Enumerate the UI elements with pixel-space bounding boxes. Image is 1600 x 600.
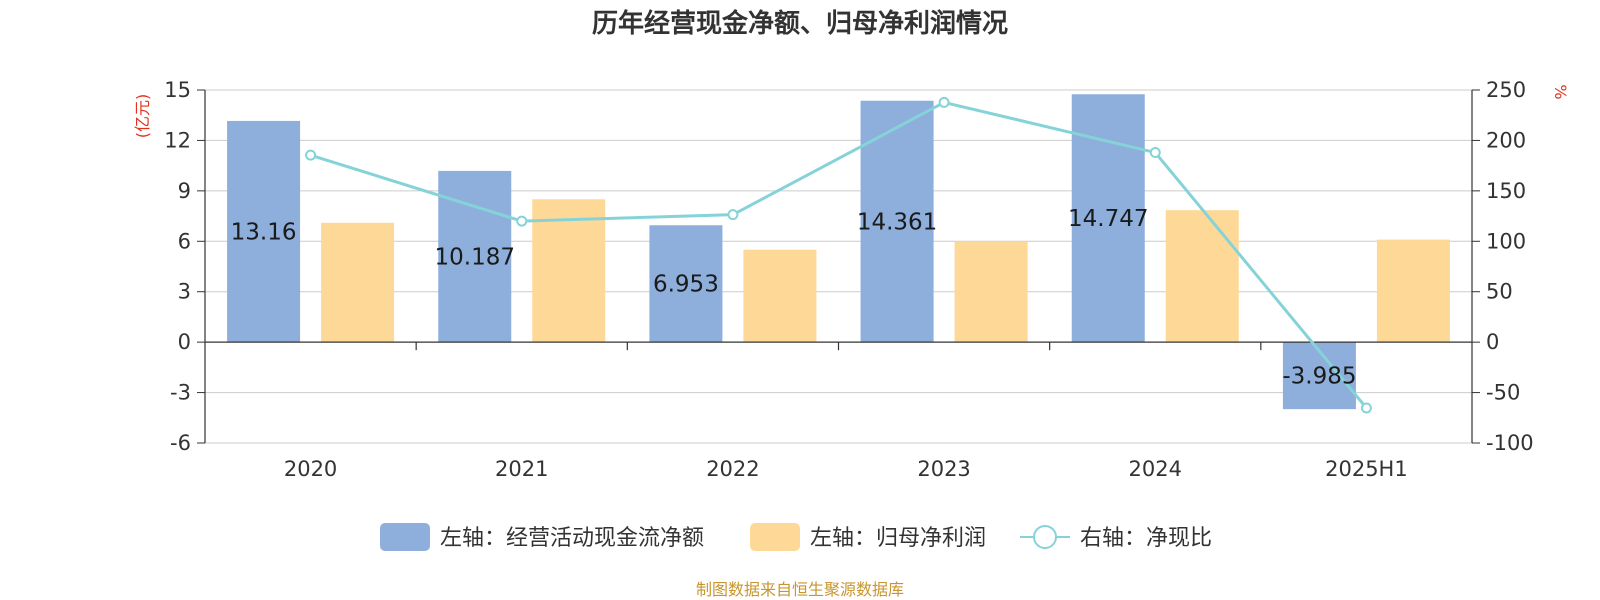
ratio-point	[516, 215, 528, 227]
right-axis-unit: %	[1551, 84, 1570, 99]
legend-label-cash-flow: 左轴：经营活动现金流净额	[440, 526, 704, 551]
left-tick-label: 0	[178, 330, 191, 354]
legend-label-net-profit: 左轴：归母净利润	[810, 526, 986, 551]
category-label: 2025H1	[1325, 457, 1408, 481]
cash-flow-data-label: 10.187	[435, 245, 515, 271]
category-label: 2022	[706, 457, 759, 481]
left-tick-label: -6	[170, 431, 191, 455]
bars	[227, 94, 1450, 410]
right-tick-label: -100	[1486, 431, 1534, 455]
legend-swatch-net-profit	[750, 523, 800, 551]
ratio-point	[305, 149, 317, 161]
net-profit-bar	[1376, 239, 1450, 343]
net-profit-bar	[954, 241, 1028, 343]
right-tick-label: 0	[1486, 330, 1499, 354]
left-tick-label: 3	[178, 280, 191, 304]
axes: 15 12 9 6 3 0 -3 -6 250 200 150 100 50 0 -50 -100 2020 20…	[164, 78, 1533, 481]
right-tick-label: 200	[1486, 128, 1526, 152]
category-label: 2020	[284, 457, 337, 481]
legend-label-ratio: 右轴：净现比	[1080, 526, 1212, 551]
legend-swatch-cash-flow	[380, 523, 430, 551]
chart-title: 历年经营现金净额、归母净利润情况	[592, 8, 1008, 39]
source-note: 制图数据来自恒生聚源数据库	[696, 580, 904, 599]
ratio-point	[938, 96, 950, 108]
data-labels: 13.16 10.187 6.953 14.361 14.747 -3.985	[231, 206, 1357, 389]
grid-lines	[205, 89, 1472, 444]
category-label: 2024	[1129, 457, 1182, 481]
right-tick-label: 100	[1486, 229, 1526, 253]
cash-flow-bar	[227, 120, 301, 343]
cash-flow-data-label: 14.747	[1068, 206, 1148, 232]
cash-flow-bar	[649, 225, 723, 343]
cash-flow-data-label: 6.953	[653, 272, 719, 298]
ratio-line-path	[310, 100, 1368, 409]
left-tick-label: 6	[178, 229, 191, 253]
cash-flow-data-label: 13.16	[231, 220, 297, 246]
left-tick-label: 12	[164, 128, 191, 152]
net-profit-bar	[321, 222, 395, 343]
left-axis-unit: (亿元)	[133, 94, 152, 139]
category-label: 2021	[495, 457, 548, 481]
ratio-point	[727, 209, 739, 221]
cash-flow-data-label: 14.361	[857, 209, 937, 235]
ratio-point	[1149, 147, 1161, 159]
right-tick-label: 250	[1486, 78, 1526, 102]
legend-marker-ratio	[1033, 525, 1057, 549]
left-tick-label: -3	[170, 381, 191, 405]
legend: 左轴：经营活动现金流净额 左轴：归母净利润 右轴：净现比	[380, 523, 1212, 551]
right-tick-label: -50	[1486, 381, 1520, 405]
net-profit-bar	[743, 249, 817, 343]
net-profit-bar	[1165, 210, 1239, 343]
cash-flow-data-label: -3.985	[1282, 364, 1356, 390]
ratio-line	[305, 96, 1372, 414]
right-tick-label: 150	[1486, 179, 1526, 203]
right-tick-label: 50	[1486, 280, 1513, 304]
ratio-point	[1360, 402, 1372, 414]
left-tick-label: 15	[164, 78, 191, 102]
left-tick-label: 9	[178, 179, 191, 203]
category-label: 2023	[917, 457, 970, 481]
net-profit-bar	[532, 199, 606, 343]
